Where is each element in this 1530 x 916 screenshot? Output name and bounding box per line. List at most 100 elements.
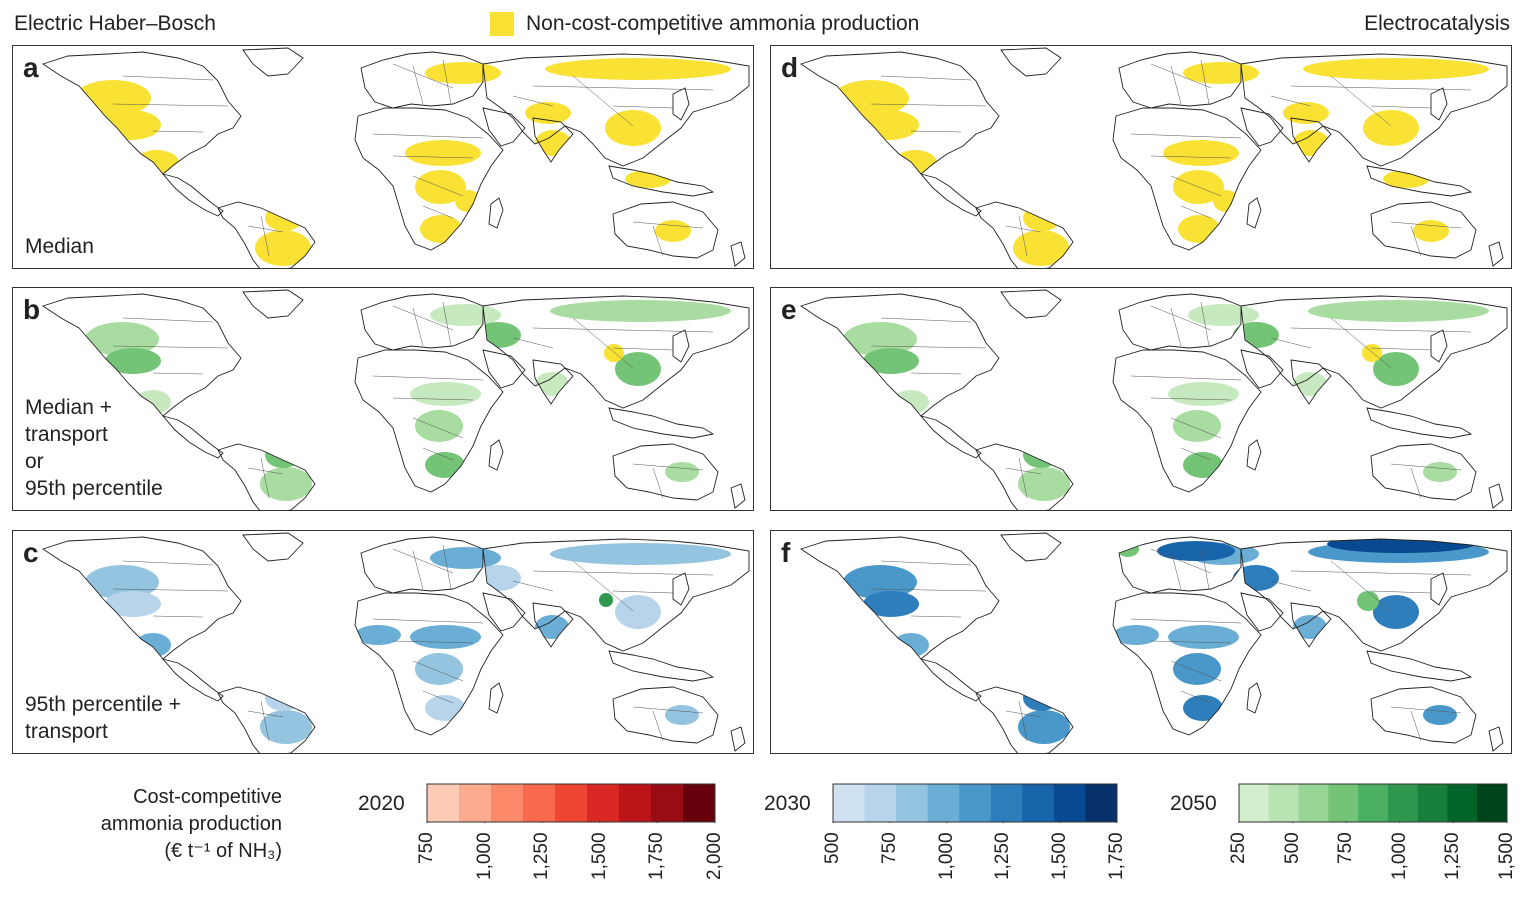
cost-region — [1018, 710, 1070, 744]
coastline — [1240, 107, 1284, 147]
cost-region — [655, 220, 691, 242]
country-border — [1390, 706, 1462, 714]
country-border — [572, 560, 634, 612]
cost-region — [1018, 467, 1070, 501]
coastline — [532, 359, 574, 405]
coastline — [217, 443, 316, 510]
coastline — [161, 658, 224, 702]
cost-region — [1163, 140, 1239, 166]
coastline — [1488, 241, 1504, 267]
country-border — [652, 710, 664, 742]
coastline — [532, 602, 574, 648]
country-border — [112, 345, 229, 349]
country-border — [1410, 710, 1422, 742]
coastline — [1240, 592, 1284, 632]
country-border — [442, 59, 452, 105]
country-border — [392, 155, 474, 159]
colorbar-segment — [1417, 784, 1448, 822]
country-border — [512, 95, 554, 107]
country-border — [512, 337, 554, 349]
country-border — [1130, 375, 1242, 381]
colorbar-segment — [1358, 784, 1389, 822]
cost-region — [85, 322, 159, 356]
country-border — [152, 372, 204, 375]
cost-region — [135, 633, 171, 657]
coastline — [608, 165, 715, 197]
country-border — [392, 397, 474, 401]
country-border — [880, 317, 972, 323]
country-border — [572, 317, 634, 369]
colorbar-segment — [927, 784, 960, 822]
colorbar-border — [1238, 783, 1508, 823]
cost-region — [425, 695, 465, 721]
cost-region — [833, 80, 909, 116]
colorbar-tick-label: 1,250 — [1442, 832, 1464, 880]
coastline — [672, 87, 690, 121]
country-border — [1370, 347, 1432, 351]
coastline — [41, 51, 242, 175]
cost-region — [430, 547, 501, 569]
world-map — [799, 47, 1508, 268]
colorbar-segment — [1387, 784, 1419, 822]
cost-region — [105, 348, 161, 374]
colorbar-segment — [1053, 784, 1086, 822]
cost-region — [425, 452, 465, 478]
coastline — [482, 53, 750, 167]
coastline — [488, 439, 504, 471]
legend-label: Non-cost-competitive ammonia production — [526, 12, 920, 35]
colorbar-segment — [1328, 784, 1359, 822]
cost-region — [1423, 462, 1457, 482]
country-border — [1170, 307, 1182, 347]
coastline — [608, 650, 715, 682]
colorbar-tick-label: 750 — [878, 832, 900, 864]
map-panel-b: b Median + transport or 95th percentile — [12, 287, 754, 511]
cost-region — [863, 348, 919, 374]
colorbar-segment — [990, 784, 1023, 822]
country-border — [870, 345, 987, 349]
cost-region — [1173, 653, 1221, 685]
colorbar-tick-label: 1,250 — [531, 832, 553, 880]
colorbar-tick-label: 1,000 — [1388, 832, 1410, 880]
country-border — [532, 327, 714, 333]
colorbar-segment — [864, 784, 897, 822]
country-border — [1370, 590, 1432, 594]
highlight-region — [1327, 535, 1475, 553]
country-border — [1290, 85, 1472, 91]
country-border — [412, 175, 464, 197]
cost-region — [425, 62, 501, 84]
country-border — [1330, 317, 1392, 369]
coastline — [354, 107, 504, 251]
country-border — [372, 133, 484, 139]
country-border — [1005, 225, 1042, 233]
cost-region — [1423, 705, 1457, 725]
world-map — [41, 532, 750, 753]
coastline — [488, 197, 504, 229]
cost-region — [843, 565, 917, 599]
coastline — [730, 483, 746, 509]
country-border — [1018, 700, 1028, 742]
country-border — [1290, 327, 1472, 333]
colorbar-segment — [1298, 784, 1329, 822]
coastline — [672, 329, 690, 363]
cost-region — [415, 653, 463, 685]
country-border — [392, 548, 454, 574]
colorbar-segment — [555, 784, 588, 822]
cost-region — [1178, 215, 1220, 243]
header-right-title: Electrocatalysis — [1364, 12, 1510, 35]
cost-region — [605, 110, 661, 146]
cost-region — [415, 410, 463, 442]
coastline — [1290, 117, 1332, 163]
coastline — [1000, 532, 1062, 562]
coastline — [730, 726, 746, 752]
country-border — [632, 221, 704, 229]
panel-letter: a — [23, 52, 39, 83]
cost-region — [615, 595, 661, 629]
country-border — [1150, 63, 1212, 89]
country-border — [372, 375, 484, 381]
colorbar-border — [426, 783, 716, 823]
coastline — [482, 295, 750, 409]
coastline — [919, 658, 982, 702]
cost-region — [1173, 410, 1221, 442]
colorbar-tick-label: 1,500 — [588, 832, 610, 880]
coastline — [1118, 536, 1242, 594]
